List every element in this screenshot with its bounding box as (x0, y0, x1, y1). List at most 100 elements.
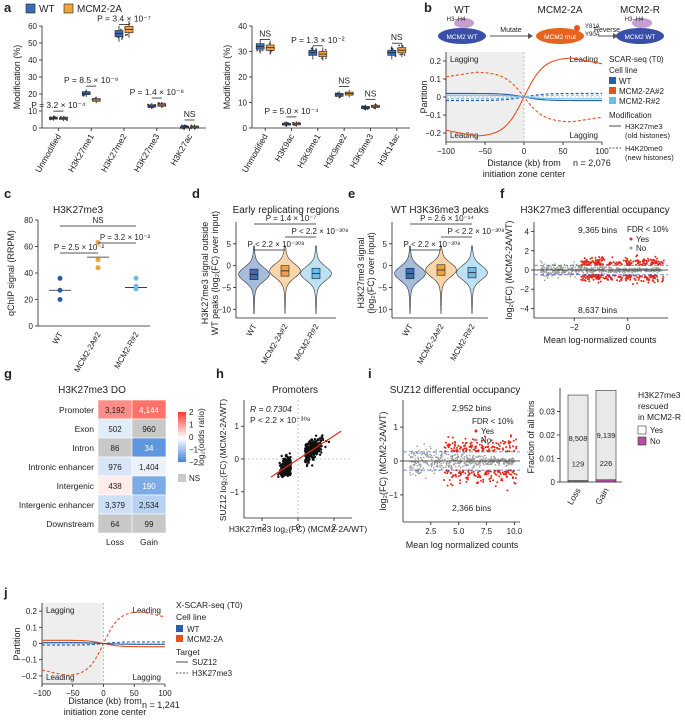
panel-i-point-no (429, 453, 431, 456)
panel-a-right-category-label: H3K9me1 (295, 132, 323, 170)
panel-b-ytick-label: −0.1 (425, 111, 441, 120)
panel-i-point-yes (468, 449, 471, 452)
panel-i-point-yes (476, 471, 479, 474)
panel-i-point-no (431, 456, 434, 459)
panel-i-point-no (426, 462, 429, 464)
panel-e-violin (394, 245, 426, 314)
panel-i-point-yes (487, 470, 490, 473)
rescue-title: rescued (638, 401, 669, 411)
corner-label: Leading (450, 131, 478, 140)
bar-yes-label: 129 (572, 460, 585, 469)
panel-g-col-label: Loss (106, 537, 124, 547)
panel-f-point-no (558, 265, 560, 268)
panel-h-point (283, 471, 286, 475)
panel-f-point-yes (656, 275, 658, 278)
panel-i-point-no (408, 454, 410, 456)
panel-letter: e (348, 186, 355, 201)
panel-i-point-no (441, 459, 444, 461)
panel-j-ytick-label: −0.1 (21, 656, 37, 665)
panel-i-point-no (501, 459, 503, 461)
panel-a-right-point (399, 53, 402, 56)
panel-i-point-no (450, 457, 452, 459)
panel-i-point-no (466, 454, 468, 457)
panel-f-point-no (569, 275, 572, 278)
panel-i-point-yes (445, 441, 447, 444)
panel-f-point-no (592, 270, 594, 273)
panel-i-point-no (453, 463, 455, 465)
panel-f-point-no (543, 279, 546, 282)
panel-e-ytick-label: −5 (378, 283, 388, 292)
panel-i-point-yes (500, 479, 503, 482)
panel-f-point-yes (589, 257, 592, 260)
panel-f-point-yes (601, 259, 604, 262)
panel-i-point-yes (489, 480, 492, 483)
panel-f-point-yes (611, 256, 614, 259)
panel-f-point-yes (598, 261, 601, 264)
panel-i-point-no (451, 466, 453, 469)
panel-e-category-label: MCM2-R#2 (448, 322, 477, 362)
panel-a-right-category-label: H3K9ac (272, 131, 296, 163)
colorbar-step (178, 439, 186, 443)
panel-i-point-yes (455, 469, 458, 472)
panel-j-xlabel: initiation zone center (64, 707, 147, 717)
panel-f-point-no (598, 266, 601, 269)
heatmap-value: 190 (142, 482, 156, 491)
panel-f-point-no (561, 267, 564, 269)
panel-d-ylabel: WT peaks (log₂(FC) over input) (210, 211, 220, 335)
panel-d-ytick-label: 5 (227, 240, 232, 249)
panel-f-point-no (648, 270, 650, 273)
panel-f-point-no (577, 266, 580, 269)
panel-f-point-no (604, 270, 607, 273)
panel-i-point-no (472, 461, 475, 464)
panel-f-point-yes (618, 280, 621, 283)
panel-i-point-yes (451, 436, 454, 439)
panel-i-point-no (453, 459, 456, 461)
panel-i-xtick-label: 5.0 (453, 527, 465, 536)
panel-i-point-no (417, 470, 420, 472)
panel-f-legend-no: No (636, 244, 647, 253)
panel-i-point-yes (483, 473, 486, 476)
panel-e-pvalue: P < 2.2 × 10⁻³⁰⁸ (448, 227, 505, 236)
panel-a-left-pvalue: P = 3.2 × 10⁻⁴ (31, 100, 86, 110)
panel-i-point-no (428, 464, 430, 467)
panel-f-point-yes (606, 278, 609, 281)
panel-f-point-no (550, 272, 552, 274)
panel-f-point-no (638, 268, 641, 270)
panel-i-point-no (440, 454, 442, 457)
panel-i-point-yes (466, 476, 469, 479)
panel-a-left-category-label: H3K27me1 (66, 132, 96, 174)
panel-h-point (327, 440, 331, 444)
panel-f-point-no (617, 267, 620, 270)
panel-h-point (314, 434, 318, 437)
panel-i-point-no (426, 454, 429, 456)
panel-d-pvalue: P = 1.4 × 10⁻⁷ (266, 214, 317, 223)
panel-f-point-yes (659, 263, 662, 266)
panel-f-point-no (557, 277, 559, 279)
panel-h-point (314, 440, 317, 443)
panel-i-point-yes (473, 473, 476, 475)
panel-i-point-yes (472, 470, 475, 473)
panel-b-n: n = 2,076 (573, 158, 611, 168)
panel-i-point-yes (494, 473, 497, 476)
panel-f-point-yes (592, 261, 595, 264)
panel-i-point-no (416, 465, 419, 467)
panel-a-right-ytick-label: 0 (243, 124, 248, 133)
panel-i-point-yes (465, 477, 468, 480)
arrow-label: Mutate (500, 27, 522, 34)
panel-i-legend-no: No (481, 436, 492, 445)
panel-i-point-no (470, 462, 473, 465)
panel-f-point-yes (637, 260, 640, 263)
panel-i-bar-ytick-label: 0.01 (539, 455, 555, 464)
panel-i-bar-ylabel: Fraction of all bins (526, 400, 536, 474)
panel-d-pvalue: P < 2.2 × 10⁻³⁰⁸ (248, 240, 305, 249)
panel-f-point-no (615, 267, 618, 269)
panel-i-point-yes (489, 476, 492, 479)
panel-i-point-yes (508, 445, 511, 447)
panel-h-point (308, 454, 311, 457)
panel-i-point-no (447, 457, 449, 460)
panel-i-point-no (507, 463, 510, 466)
panel-f-point-no (632, 271, 634, 273)
panel-i-point-yes (453, 447, 456, 449)
panel-f-point-yes (598, 258, 601, 261)
panel-i-point-yes (467, 474, 470, 477)
